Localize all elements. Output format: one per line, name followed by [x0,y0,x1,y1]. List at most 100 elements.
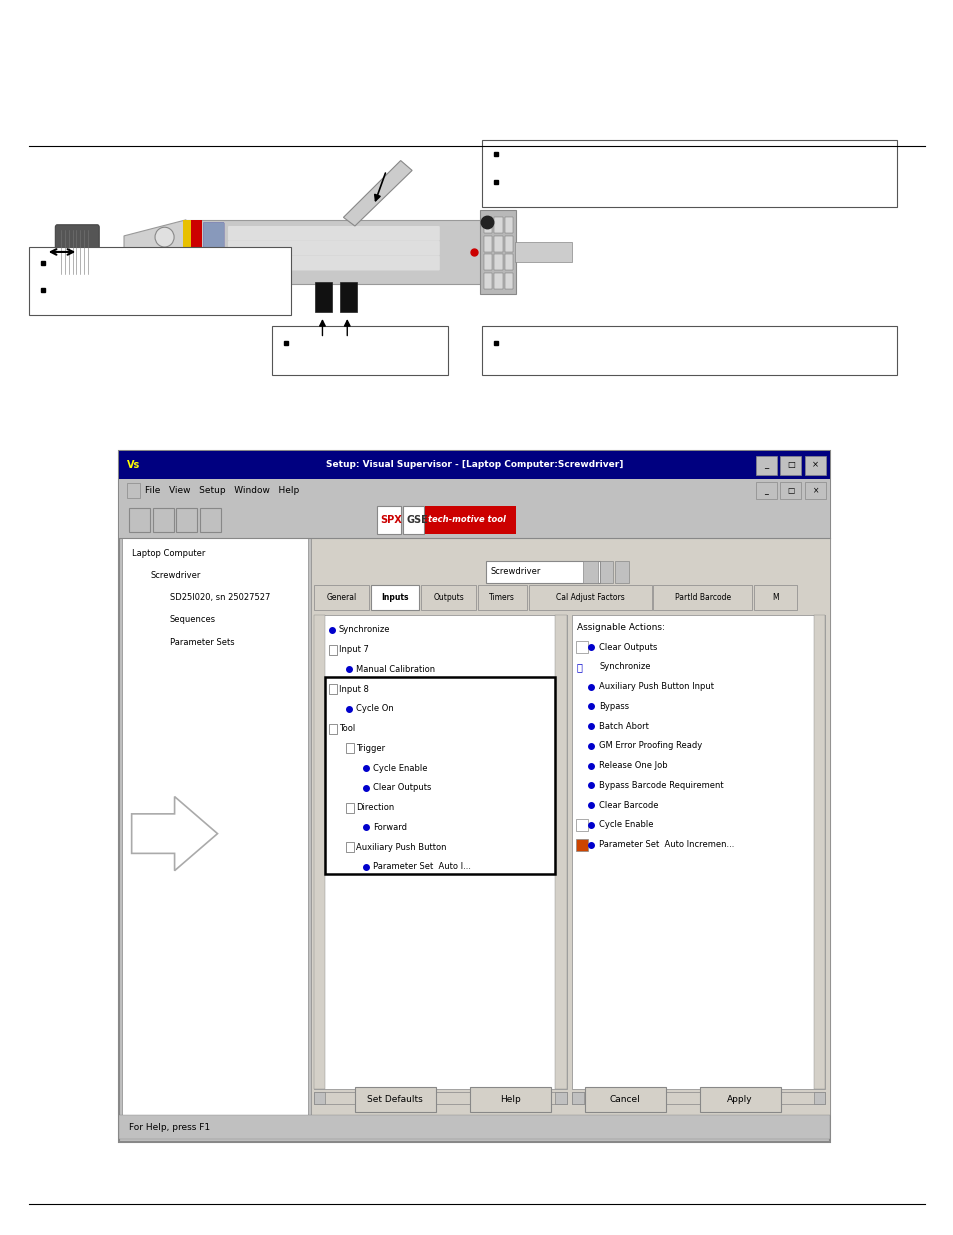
Polygon shape [132,797,217,871]
FancyBboxPatch shape [228,226,439,241]
Text: Synchronize: Synchronize [598,662,650,672]
FancyBboxPatch shape [479,210,516,294]
Bar [572,615,824,1089]
Text: Tool: Tool [338,724,355,734]
Bar [481,140,896,207]
Bar [483,273,492,289]
Bar [483,254,492,270]
Text: Direction: Direction [355,803,394,813]
Text: Parameter Set  Auto I...: Parameter Set Auto I... [373,862,471,872]
FancyBboxPatch shape [55,225,99,279]
Bar [29,247,291,315]
Text: ×: × [811,461,819,469]
Text: _: _ [763,485,767,495]
Text: Forward: Forward [373,823,407,832]
FancyBboxPatch shape [228,256,439,270]
Bar [469,1087,550,1112]
Bar [804,482,825,499]
Text: Synchronize: Synchronize [338,625,390,635]
Bar [183,220,193,284]
Text: Input 7: Input 7 [338,645,368,655]
Bar [119,1115,829,1139]
Text: Manual Calibration: Manual Calibration [355,664,435,674]
Bar [555,1092,566,1104]
Bar [572,1092,583,1104]
Text: Cycle Enable: Cycle Enable [373,763,427,773]
FancyBboxPatch shape [186,220,481,284]
Bar [494,273,502,289]
Bar [314,282,332,312]
Text: Cycle On: Cycle On [355,704,394,714]
Text: □: □ [786,461,794,469]
Bar [127,483,140,498]
Bar [483,236,492,252]
Text: SPX: SPX [380,515,402,525]
Bar [504,236,513,252]
Text: Cycle Enable: Cycle Enable [598,820,653,830]
Bar [755,456,776,475]
Text: Release One Job: Release One Job [598,761,667,771]
Text: Setup: Visual Supervisor - [Laptop Computer:Screwdriver]: Setup: Visual Supervisor - [Laptop Compu… [326,461,622,469]
Bar [314,1092,325,1104]
Bar [122,538,308,1115]
Text: Help: Help [499,1094,520,1104]
Text: Parameter Set  Auto Incremen...: Parameter Set Auto Incremen... [598,840,734,850]
Bar [314,585,368,610]
Ellipse shape [154,257,174,277]
Bar [699,1087,780,1112]
Bar [813,615,824,1089]
Bar [582,561,598,583]
Bar [528,585,651,610]
Bar [494,254,502,270]
Bar [329,645,336,655]
Bar [425,506,516,534]
Bar [272,326,448,375]
Bar [576,641,587,653]
Bar [576,839,587,851]
Bar [176,508,197,532]
Text: Screwdriver: Screwdriver [490,567,540,577]
Bar [755,482,776,499]
FancyBboxPatch shape [203,222,224,282]
Text: Sequences: Sequences [170,615,215,625]
Text: Bypass: Bypass [598,701,629,711]
Text: Vs: Vs [127,459,140,471]
FancyBboxPatch shape [228,241,439,256]
Text: General: General [326,593,356,603]
Bar [483,217,492,233]
Bar [481,326,896,375]
Text: Trigger: Trigger [355,743,385,753]
Bar [653,585,751,610]
Bar [813,1092,824,1104]
Text: Outputs: Outputs [433,593,463,603]
Text: Ⓠ: Ⓠ [576,662,581,672]
Bar [119,451,829,479]
Bar [314,1092,566,1104]
Bar [504,254,513,270]
Bar [576,819,587,831]
Bar [152,508,173,532]
Text: Batch Abort: Batch Abort [598,721,648,731]
Bar [355,1087,436,1112]
Bar [485,561,599,583]
Text: PartId Barcode: PartId Barcode [674,593,730,603]
Bar [376,506,400,534]
Text: Apply: Apply [726,1094,752,1104]
Bar [572,1092,824,1104]
Text: File   View   Setup   Window   Help: File View Setup Window Help [145,485,299,495]
Bar [494,217,502,233]
Text: Input 8: Input 8 [338,684,368,694]
Text: □: □ [786,485,794,495]
Text: Inputs: Inputs [381,593,408,603]
Bar [119,451,829,1142]
Text: For Help, press F1: For Help, press F1 [129,1123,210,1132]
Bar [119,479,829,501]
Bar [584,1087,665,1112]
Text: Timers: Timers [489,593,515,603]
Bar [494,236,502,252]
Bar [555,615,566,1089]
Text: Screwdriver: Screwdriver [151,571,201,580]
Text: GM Error Proofing Ready: GM Error Proofing Ready [598,741,701,751]
Bar [346,842,354,852]
Text: _: _ [763,461,767,469]
